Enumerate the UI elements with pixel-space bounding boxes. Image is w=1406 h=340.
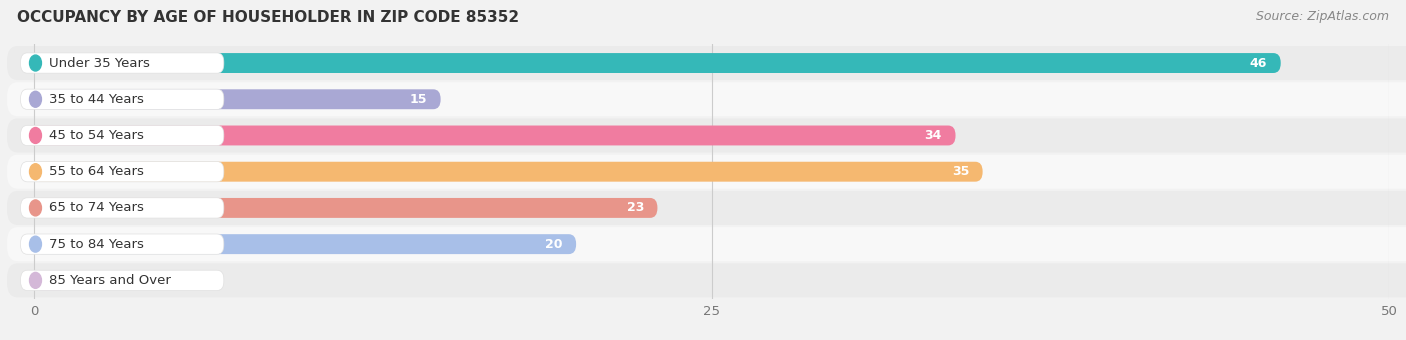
Text: 45 to 54 Years: 45 to 54 Years: [49, 129, 143, 142]
Circle shape: [30, 272, 41, 288]
FancyBboxPatch shape: [7, 191, 1406, 225]
Text: 20: 20: [546, 238, 562, 251]
FancyBboxPatch shape: [34, 234, 576, 254]
Text: 65 to 74 Years: 65 to 74 Years: [49, 201, 143, 215]
FancyBboxPatch shape: [21, 53, 224, 73]
FancyBboxPatch shape: [34, 125, 956, 146]
Circle shape: [30, 236, 41, 252]
FancyBboxPatch shape: [7, 264, 1406, 298]
Text: 55 to 64 Years: 55 to 64 Years: [49, 165, 143, 178]
Text: 35: 35: [952, 165, 969, 178]
Circle shape: [30, 91, 41, 107]
Text: 23: 23: [627, 201, 644, 215]
FancyBboxPatch shape: [34, 270, 66, 290]
Circle shape: [30, 164, 41, 180]
FancyBboxPatch shape: [21, 125, 224, 146]
Text: 75 to 84 Years: 75 to 84 Years: [49, 238, 143, 251]
FancyBboxPatch shape: [7, 46, 1406, 80]
FancyBboxPatch shape: [34, 162, 983, 182]
FancyBboxPatch shape: [7, 227, 1406, 261]
FancyBboxPatch shape: [7, 82, 1406, 116]
FancyBboxPatch shape: [7, 118, 1406, 153]
FancyBboxPatch shape: [34, 89, 440, 109]
Text: Under 35 Years: Under 35 Years: [49, 56, 150, 70]
FancyBboxPatch shape: [21, 89, 224, 109]
FancyBboxPatch shape: [21, 198, 224, 218]
Text: 34: 34: [925, 129, 942, 142]
FancyBboxPatch shape: [7, 155, 1406, 189]
Circle shape: [30, 128, 41, 143]
Circle shape: [30, 55, 41, 71]
Text: Source: ZipAtlas.com: Source: ZipAtlas.com: [1256, 10, 1389, 23]
Text: 15: 15: [409, 93, 427, 106]
Text: 35 to 44 Years: 35 to 44 Years: [49, 93, 143, 106]
FancyBboxPatch shape: [21, 270, 224, 290]
FancyBboxPatch shape: [34, 198, 658, 218]
Text: 46: 46: [1250, 56, 1267, 70]
FancyBboxPatch shape: [34, 53, 1281, 73]
FancyBboxPatch shape: [21, 234, 224, 254]
Text: 85 Years and Over: 85 Years and Over: [49, 274, 172, 287]
FancyBboxPatch shape: [21, 162, 224, 182]
Text: OCCUPANCY BY AGE OF HOUSEHOLDER IN ZIP CODE 85352: OCCUPANCY BY AGE OF HOUSEHOLDER IN ZIP C…: [17, 10, 519, 25]
Text: 0: 0: [75, 274, 83, 287]
Circle shape: [30, 200, 41, 216]
